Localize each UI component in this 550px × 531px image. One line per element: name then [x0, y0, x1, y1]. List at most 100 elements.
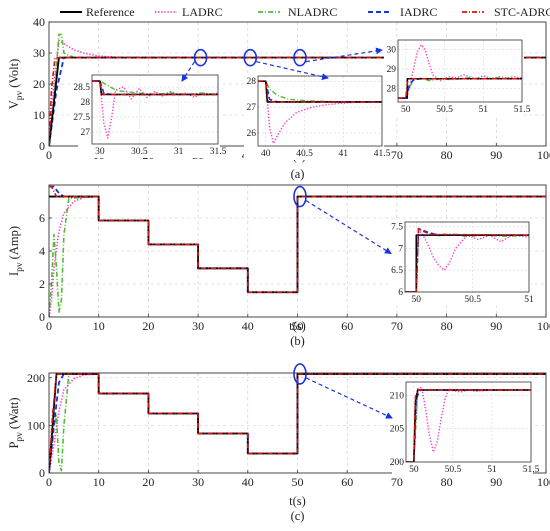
inset-y-tick-label: 26	[247, 129, 257, 139]
x-tick-label-ppv: 0	[46, 475, 52, 489]
panel-label-vpv: (a)	[291, 167, 305, 181]
zoom-ellipse	[193, 48, 208, 67]
y-tick-label-vpv: 10	[33, 108, 45, 122]
inset-series-line-vpv-stc-adrc	[92, 80, 218, 96]
x-tick-label-vpv: 80	[441, 148, 453, 162]
inset-y-tick-label: 7.5	[391, 222, 403, 232]
inset-x-tick-label: 50.5	[464, 295, 481, 305]
inset-series-line-ipv-stc-adrc	[405, 227, 529, 292]
x-tick-label-ipv: 0	[46, 319, 52, 333]
inset-y-tick-label: 7	[398, 244, 403, 254]
y-tick-label-ppv: 100	[27, 418, 45, 432]
inset-y-tick-label: 6.5	[391, 266, 403, 276]
x-tick-label-ipv: 70	[391, 319, 403, 333]
inset-y-tick-label: 28	[387, 84, 397, 94]
zoom-arrow	[256, 61, 329, 81]
y-tick-label-vpv: 0	[39, 139, 45, 153]
inset-series-line-vpv-stc-adrc	[258, 80, 382, 103]
inset-ipv-0: 50 50.5 51 6 6.5 7 7.5	[391, 220, 534, 306]
inset-series-line-vpv-iadrc	[258, 80, 382, 103]
x-axis-label-ipv: t(s)	[289, 319, 306, 333]
inset-vpv-2: 50 50.5 51 51.5 28 29 30	[384, 38, 531, 116]
inset-x-tick-label: 40	[261, 149, 271, 159]
inset-series-line-vpv-ladrc	[398, 44, 522, 99]
y-axis-label-vpv: Vpv(Volt)	[7, 59, 25, 109]
inset-x-tick-label: 40.5	[296, 149, 313, 159]
x-tick-label-ipv: 60	[341, 319, 353, 333]
inset-x-tick-label: 41.5	[374, 149, 391, 159]
inset-x-tick-label: 51.5	[523, 465, 540, 475]
inset-x-tick-label: 51	[487, 465, 497, 475]
inset-y-tick-label: 6	[398, 288, 403, 298]
y-tick-label-vpv: 20	[33, 77, 45, 91]
inset-vpv-1: 40 40.5 41 41.5 26 27 28	[244, 74, 391, 160]
legend-label-nladrc: NLADRC	[288, 5, 337, 19]
y-tick-label-vpv: 30	[33, 46, 45, 60]
x-axis-label-ppv: t(s)	[289, 494, 306, 508]
inset-y-tick-label: 28.5	[73, 83, 90, 93]
x-tick-label-ipv: 40	[242, 319, 254, 333]
y-axis-label-ppv: Ppv(Watt)	[7, 397, 25, 448]
x-tick-label-ppv: 70	[391, 475, 403, 489]
inset-x-tick-label: 51.5	[514, 105, 531, 115]
y-tick-label-ipv: 4	[39, 244, 45, 258]
x-tick-label-vpv: 100	[537, 148, 550, 162]
y-tick-label-vpv: 40	[33, 15, 45, 29]
y-tick-label-ipv: 6	[39, 211, 45, 225]
inset-x-tick-label: 30	[95, 147, 105, 157]
inset-y-tick-label: 29	[387, 65, 397, 75]
zoom-ellipse	[293, 185, 307, 208]
inset-x-tick-label: 50	[401, 105, 411, 115]
legend-label-iadrc: IADRC	[400, 5, 437, 19]
series-line-ipv-stc-adrc	[49, 185, 546, 294]
inset-x-tick-label: 50.5	[445, 465, 462, 475]
panel-label-ppv: (c)	[291, 509, 305, 523]
zoom-arrow	[305, 200, 392, 255]
inset-vpv-0: 30 30.5 31 31.5 27 27.5 28 28.5	[73, 73, 227, 158]
legend: Reference LADRC NLADRC IADRC STC-ADRC	[60, 5, 550, 19]
panel-ppv: 0 10 20 30 40 50 60 70 80 90 100 0 100 200 t(s) Ppv(Wat…	[7, 371, 550, 523]
inset-series-line-ppv-stc-adrc	[406, 389, 531, 462]
x-tick-label-ppv: 40	[242, 475, 254, 489]
x-tick-label-vpv: 0	[46, 148, 52, 162]
inset-y-tick-label: 27	[81, 128, 91, 138]
x-tick-label-ppv: 80	[441, 475, 453, 489]
inset-y-tick-label: 30	[387, 46, 397, 56]
x-tick-label-ipv: 30	[192, 319, 204, 333]
x-tick-label-ppv: 30	[192, 475, 204, 489]
zoom-arrow	[305, 377, 393, 419]
inset-y-tick-label: 28	[247, 77, 257, 87]
inset-x-tick-label: 51	[524, 295, 534, 305]
inset-x-tick-label: 31.5	[210, 147, 227, 157]
inset-y-tick-label: 200	[390, 458, 405, 468]
y-tick-label-ppv: 0	[39, 466, 45, 480]
inset-y-tick-label: 27.5	[73, 113, 90, 123]
y-tick-label-ipv: 2	[39, 277, 45, 291]
legend-label-reference: Reference	[86, 5, 135, 19]
inset-series-line-ipv-ladrc	[405, 230, 529, 292]
x-tick-label-ipv: 50	[292, 319, 304, 333]
inset-x-tick-label: 50	[409, 465, 419, 475]
inset-y-tick-label: 205	[390, 425, 405, 435]
x-tick-label-ipv: 10	[93, 319, 105, 333]
legend-label-stc-adrc: STC-ADRC	[494, 5, 550, 19]
inset-series-line-vpv-ladrc	[92, 80, 218, 139]
inset-series-line-vpv-ladrc	[258, 80, 382, 145]
x-tick-label-ppv: 20	[142, 475, 154, 489]
legend-label-ladrc: LADRC	[182, 5, 223, 19]
y-axis-label-ipv: Ipv(Amp)	[7, 226, 25, 276]
x-tick-label-vpv: 90	[490, 148, 502, 162]
x-tick-label-ppv: 10	[93, 475, 105, 489]
x-tick-label-ppv: 50	[292, 475, 304, 489]
x-tick-label-ipv: 100	[537, 319, 550, 333]
inset-x-tick-label: 50.5	[436, 105, 453, 115]
zoom-ellipse	[293, 363, 307, 385]
inset-series-line-vpv-iadrc	[92, 80, 218, 96]
x-tick-label-ipv: 20	[142, 319, 154, 333]
zoom-ellipse	[293, 48, 307, 67]
inset-series-line-vpv-nladrc	[258, 80, 382, 103]
inset-x-tick-label: 50	[412, 295, 422, 305]
inset-y-tick-label: 210	[390, 391, 405, 401]
inset-x-tick-label: 31	[174, 147, 184, 157]
x-tick-label-ipv: 90	[490, 319, 502, 333]
